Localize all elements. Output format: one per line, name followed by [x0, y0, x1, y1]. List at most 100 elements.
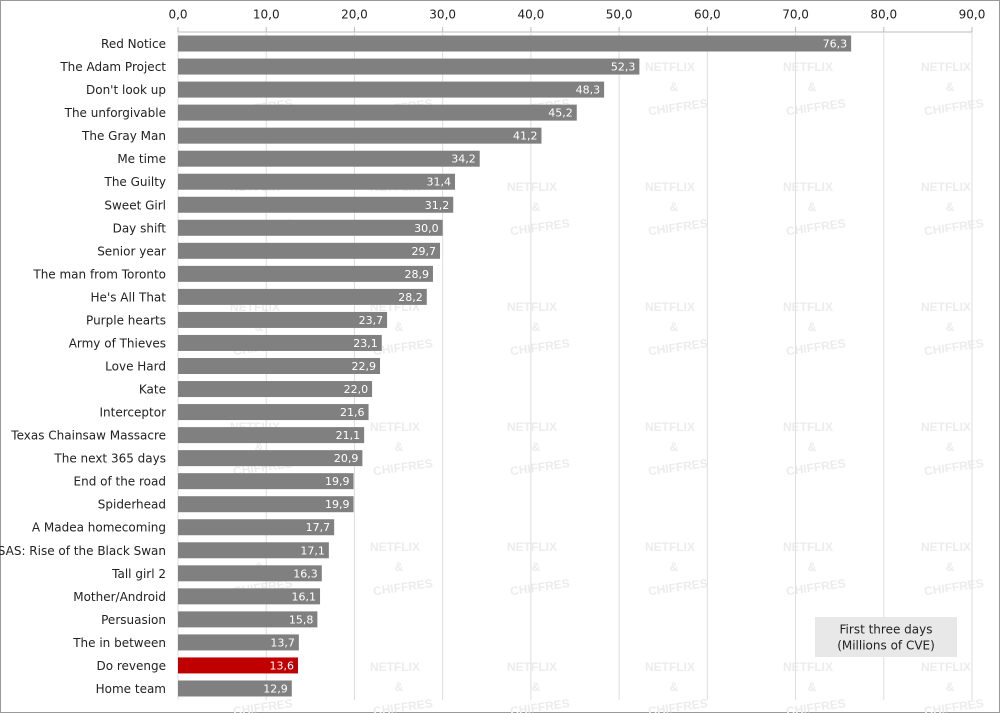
value-label: 34,2: [451, 153, 476, 166]
x-tick-label: 40,0: [518, 8, 545, 22]
watermark: &: [532, 680, 541, 694]
watermark: NETFLIX: [783, 660, 833, 674]
value-label: 30,0: [414, 222, 439, 235]
y-tick-label: Don't look up: [86, 83, 166, 97]
value-label: 20,9: [334, 452, 359, 465]
watermark: &: [946, 560, 955, 574]
bar: [178, 58, 640, 75]
value-label: 52,3: [611, 61, 636, 74]
watermark: NETFLIX: [645, 420, 695, 434]
y-tick-label: SAS: Rise of the Black Swan: [0, 544, 166, 558]
x-tick-label: 70,0: [782, 8, 809, 22]
bar: [178, 588, 321, 605]
y-tick-label: Texas Chainsaw Massacre: [10, 429, 166, 443]
bar: [178, 311, 388, 328]
value-label: 19,9: [325, 498, 350, 511]
value-label: 22,9: [352, 360, 377, 373]
watermark: NETFLIX: [783, 420, 833, 434]
value-label: 23,1: [353, 337, 378, 350]
watermark: NETFLIX: [783, 60, 833, 74]
watermark: NETFLIX: [921, 420, 971, 434]
bar: [178, 196, 454, 213]
watermark: NETFLIX: [645, 540, 695, 554]
watermark: &: [808, 200, 817, 214]
watermark: NETFLIX: [370, 660, 420, 674]
y-tick-label: Interceptor: [100, 406, 167, 420]
y-tick-label: The next 365 days: [53, 452, 166, 466]
watermark: &: [532, 200, 541, 214]
bar: [178, 127, 542, 144]
y-tick-label: The unforgivable: [64, 106, 166, 120]
x-tick-label: 50,0: [606, 8, 633, 22]
value-label: 76,3: [823, 38, 848, 51]
watermark: &: [808, 80, 817, 94]
bar: [178, 680, 292, 697]
value-label: 29,7: [412, 245, 437, 258]
bar: [178, 104, 577, 121]
y-tick-label: Red Notice: [101, 37, 166, 51]
x-tick-label: 20,0: [341, 8, 368, 22]
y-tick-label: End of the road: [74, 475, 167, 489]
bar: [178, 150, 480, 167]
bar: [178, 611, 318, 628]
value-label: 28,9: [404, 268, 429, 281]
watermark: NETFLIX: [507, 540, 557, 554]
watermark: &: [532, 560, 541, 574]
watermark: NETFLIX: [645, 660, 695, 674]
annotation: First three days: [840, 623, 933, 637]
bar: [178, 381, 373, 398]
value-label: 23,7: [359, 314, 384, 327]
value-label: 17,1: [300, 544, 325, 557]
bar: [178, 542, 329, 559]
y-tick-label: Day shift: [113, 221, 167, 235]
x-tick-label: 10,0: [253, 8, 280, 22]
watermark: &: [670, 440, 679, 454]
value-label: 15,8: [289, 613, 314, 626]
bar: [178, 173, 456, 190]
x-tick-label: 30,0: [429, 8, 456, 22]
y-tick-label: He's All That: [91, 290, 167, 304]
bar: [178, 265, 433, 282]
y-tick-label: Persuasion: [101, 613, 166, 627]
bar: [178, 288, 427, 305]
watermark: &: [808, 440, 817, 454]
x-tick-label: 60,0: [694, 8, 721, 22]
watermark: &: [532, 440, 541, 454]
y-tick-label: Army of Thieves: [69, 336, 166, 350]
y-tick-label: Sweet Girl: [104, 198, 166, 212]
bar: [178, 35, 852, 52]
value-label: 28,2: [398, 291, 423, 304]
value-label: 21,6: [340, 406, 365, 419]
bar: [178, 219, 443, 236]
watermark: NETFLIX: [645, 180, 695, 194]
watermark: NETFLIX: [783, 540, 833, 554]
annotation-box: [815, 617, 957, 657]
y-tick-label: The man from Toronto: [32, 267, 166, 281]
bar: [178, 565, 322, 582]
value-label: 21,1: [336, 429, 361, 442]
watermark: NETFLIX: [921, 660, 971, 674]
y-tick-label: Me time: [117, 152, 166, 166]
watermark: &: [395, 440, 404, 454]
watermark: &: [670, 680, 679, 694]
y-tick-label: Love Hard: [105, 360, 166, 374]
watermark: &: [946, 440, 955, 454]
bar: [178, 519, 335, 536]
watermark: &: [532, 320, 541, 334]
watermark: NETFLIX: [507, 180, 557, 194]
watermark: &: [670, 80, 679, 94]
value-label: 22,0: [344, 383, 369, 396]
y-tick-label: Mother/Android: [73, 590, 166, 604]
bar: [178, 473, 354, 490]
annotation: (Millions of CVE): [837, 639, 935, 653]
watermark: &: [670, 560, 679, 574]
bar: [178, 242, 441, 259]
y-tick-label: Purple hearts: [86, 313, 166, 327]
watermark: &: [395, 320, 404, 334]
y-tick-label: Senior year: [97, 244, 166, 258]
x-tick-label: 80,0: [870, 8, 897, 22]
watermark: NETFLIX: [507, 420, 557, 434]
watermark: &: [946, 200, 955, 214]
x-tick-label: 90,0: [959, 8, 986, 22]
